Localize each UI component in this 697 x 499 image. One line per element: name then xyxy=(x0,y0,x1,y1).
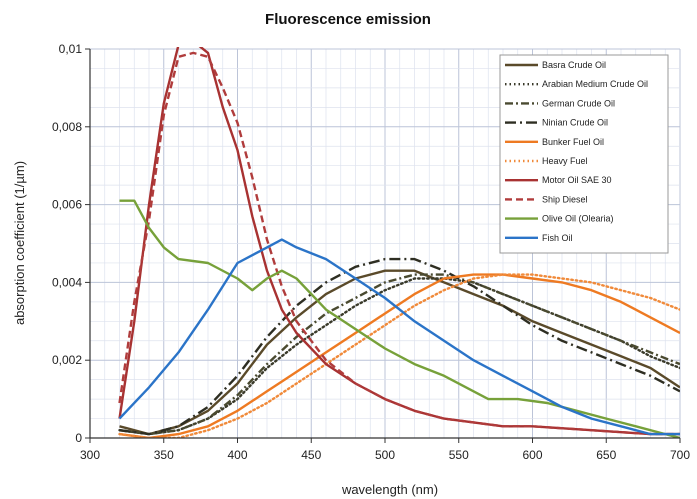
x-tick-label: 350 xyxy=(154,448,174,462)
y-tick-label: 0 xyxy=(75,431,82,445)
series-line-4 xyxy=(119,273,680,438)
series-line-8 xyxy=(119,199,680,438)
x-tick-label: 650 xyxy=(596,448,616,462)
y-tick-labels: 0 0,002 0,004 0,006 0,008 0,01 xyxy=(52,42,82,445)
legend-label-9: Fish Oil xyxy=(542,233,573,243)
series-line-0 xyxy=(119,269,680,436)
x-tick-label: 300 xyxy=(80,448,100,462)
x-tick-label: 450 xyxy=(301,448,321,462)
x-tick-label: 700 xyxy=(670,448,690,462)
series-line-2 xyxy=(119,273,680,436)
series-lines xyxy=(118,47,680,438)
legend-label-6: Motor Oil SAE 30 xyxy=(542,175,612,185)
series-line-3 xyxy=(119,257,680,436)
x-tick-label: 500 xyxy=(375,448,395,462)
series-line-7 xyxy=(118,51,680,436)
axes xyxy=(85,48,681,443)
y-axis-label: absorption coefficient (1/µm) xyxy=(12,161,27,325)
chart-title: Fluorescence emission xyxy=(265,11,431,28)
legend-label-5: Heavy Fuel xyxy=(542,156,588,166)
y-tick-label: 0,006 xyxy=(52,198,82,212)
legend-box xyxy=(499,54,669,254)
series-line-5 xyxy=(118,273,680,438)
legend: Basra Crude Oil Arabian Medium Crude Oil G… xyxy=(499,54,669,254)
x-tick-label: 600 xyxy=(522,448,542,462)
legend-label-8: Olive Oil (Olearia) xyxy=(542,214,614,224)
x-tick-label: 400 xyxy=(227,448,247,462)
x-tick-label: 550 xyxy=(449,448,469,462)
x-tick-labels: 300 350 400 450 500 550 600 650 700 xyxy=(80,448,690,462)
legend-label-3: Ninian Crude Oil xyxy=(542,118,608,128)
x-axis-label: wavelength (nm) xyxy=(341,482,438,497)
series-line-9 xyxy=(118,238,680,436)
legend-label-7: Ship Diesel xyxy=(542,194,588,204)
legend-label-2: German Crude Oil xyxy=(542,98,615,108)
legend-label-0: Basra Crude Oil xyxy=(542,60,606,70)
y-tick-label: 0,002 xyxy=(52,353,82,367)
y-tick-label: 0,01 xyxy=(59,42,83,56)
legend-label-1: Arabian Medium Crude Oil xyxy=(542,79,648,89)
y-tick-label: 0,008 xyxy=(52,120,82,134)
legend-label-4: Bunker Fuel Oil xyxy=(542,137,604,147)
y-tick-label: 0,004 xyxy=(52,275,82,289)
